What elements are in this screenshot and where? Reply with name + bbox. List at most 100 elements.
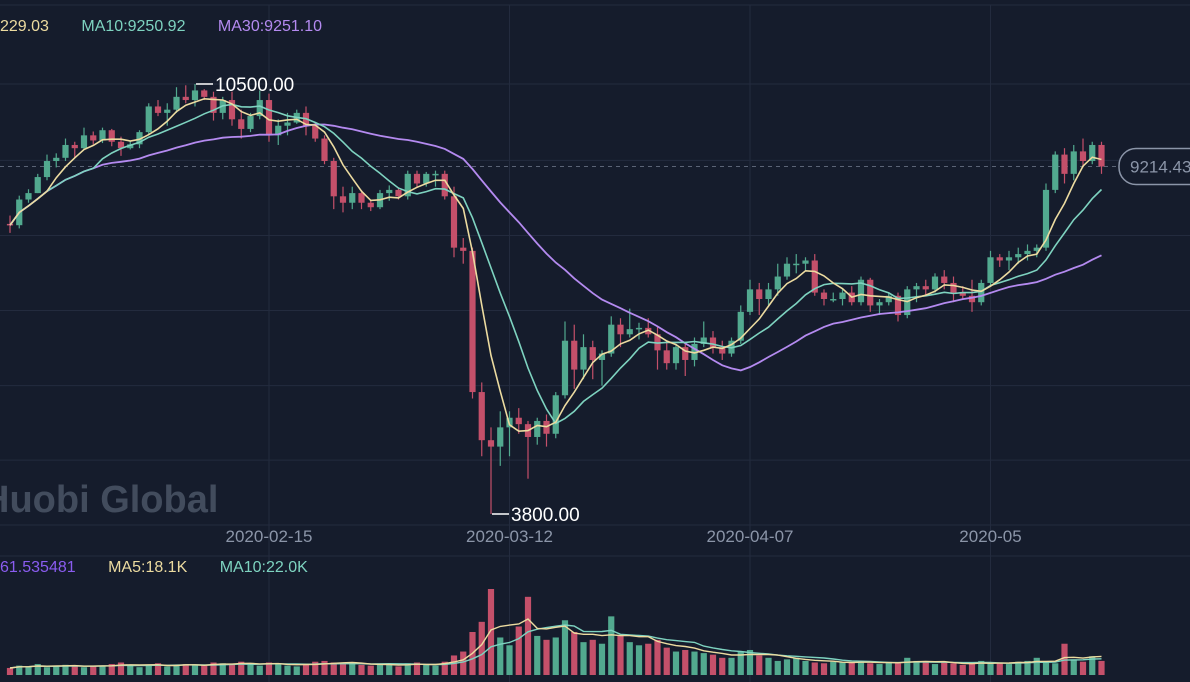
volume-bar xyxy=(1005,664,1013,675)
low-marker-label: 3800.00 xyxy=(511,505,580,526)
volume-bar xyxy=(321,660,328,675)
volume-bar xyxy=(99,665,106,675)
ma10-legend: MA10:9250.92 xyxy=(81,18,186,35)
candle-body xyxy=(71,144,78,149)
volume-bar xyxy=(1033,657,1040,675)
candle-body xyxy=(238,119,245,129)
volume-bar xyxy=(904,657,911,675)
volume-bar xyxy=(867,663,874,675)
candle-body xyxy=(349,193,356,203)
candle-body xyxy=(173,96,180,110)
candle-body xyxy=(857,279,865,303)
candle-body xyxy=(108,130,115,142)
volume-ma5-line xyxy=(9,618,1102,669)
candle-body xyxy=(1024,250,1031,255)
volume-bar xyxy=(293,666,300,675)
volume-bar xyxy=(728,657,735,675)
volume-bar xyxy=(210,662,217,675)
candle-body xyxy=(894,295,902,316)
candle-body xyxy=(487,440,495,447)
volume-bar xyxy=(746,649,754,675)
volume-bar xyxy=(432,665,439,675)
volume-bar xyxy=(154,663,162,675)
volume-bar xyxy=(164,666,171,675)
ma5-legend: 229.03 xyxy=(0,18,49,35)
volume-bar xyxy=(386,664,393,675)
candle-body xyxy=(62,144,69,158)
candle-body xyxy=(756,289,763,299)
volume-bar xyxy=(848,662,855,675)
volume-bar xyxy=(663,647,670,675)
candle-body xyxy=(672,347,680,364)
candle-body xyxy=(598,353,606,360)
volume-bar xyxy=(1079,661,1087,675)
volume-ma5-legend: MA5:18.1K xyxy=(108,559,188,576)
volume-bar xyxy=(53,666,60,675)
candle-body xyxy=(441,173,448,197)
candle-body xyxy=(423,173,430,184)
volume-bar xyxy=(108,664,115,675)
candle-body xyxy=(552,395,559,434)
volume-bar xyxy=(552,637,559,675)
candle-body xyxy=(210,96,217,113)
candle-body xyxy=(959,292,966,296)
volume-bar xyxy=(62,664,69,675)
volume-bar xyxy=(543,639,550,675)
price-legend: 229.03 MA10:9250.92 MA30:9251.10 xyxy=(0,18,322,36)
candle-body xyxy=(1079,151,1087,162)
candle-body xyxy=(275,125,282,136)
volume-bar xyxy=(497,637,504,675)
volume-bar xyxy=(793,657,800,675)
candle-body xyxy=(478,392,485,441)
volume-bar xyxy=(931,664,939,675)
candle-body xyxy=(941,276,948,283)
volume-bar xyxy=(894,663,902,675)
candle-body xyxy=(830,299,837,301)
candle-body xyxy=(321,138,328,162)
volume-bar xyxy=(876,664,883,675)
candle-body xyxy=(996,257,1003,261)
last-price-label: 9214.43 xyxy=(1130,158,1190,177)
candle-body xyxy=(617,324,624,335)
volume-bar xyxy=(959,664,966,675)
volume-bar xyxy=(201,665,208,675)
volume-bar xyxy=(709,654,717,675)
candle-body xyxy=(1098,144,1105,167)
candle-body xyxy=(43,161,51,178)
candle-body xyxy=(635,327,643,330)
volume-bar xyxy=(783,659,791,675)
candle-body xyxy=(413,173,421,184)
volume-bar xyxy=(302,664,310,675)
candle-body xyxy=(571,340,578,370)
volume-bar xyxy=(571,632,578,675)
volume-bar xyxy=(672,651,680,675)
volume-bar xyxy=(580,642,587,675)
volume-bar xyxy=(25,666,32,675)
x-tick-label: 2020-04-07 xyxy=(707,527,794,546)
candle-body xyxy=(608,324,615,354)
volume-value: 61.535481 xyxy=(0,559,76,576)
candle-body xyxy=(53,157,60,162)
candle-body xyxy=(1061,154,1068,174)
volume-bar xyxy=(228,664,236,675)
volume-bar xyxy=(608,616,615,675)
volume-bar xyxy=(913,660,920,675)
volume-bar xyxy=(534,635,541,675)
volume-bar xyxy=(284,665,291,675)
candle-body xyxy=(367,202,374,208)
volume-bar xyxy=(450,655,458,675)
candle-body xyxy=(284,122,291,126)
candle-body xyxy=(265,100,273,136)
volume-bar xyxy=(1024,660,1031,675)
volume-bar xyxy=(635,645,643,675)
high-marker-label: 10500.00 xyxy=(215,75,294,96)
candle-body xyxy=(154,106,162,113)
volume-bar xyxy=(1098,660,1105,675)
volume-bar xyxy=(349,663,356,675)
candle-body xyxy=(931,276,939,290)
candle-body xyxy=(876,302,883,306)
candle-body xyxy=(1070,151,1077,174)
candle-body xyxy=(25,193,32,200)
